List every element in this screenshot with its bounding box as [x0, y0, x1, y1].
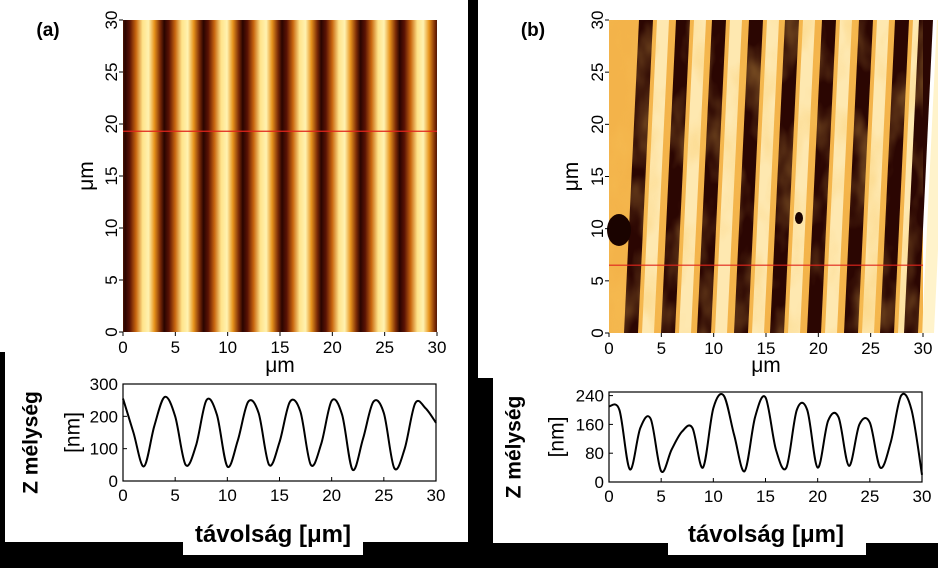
map-y-tick-label: 20 [102, 115, 121, 134]
map-x-tick-label: 10 [704, 339, 723, 358]
map-y-tick-label: 10 [102, 219, 121, 238]
profile-x-tick-label: 0 [604, 487, 613, 506]
profile-y-tick-label: 240 [576, 387, 604, 406]
map-y-tick-label: 5 [102, 275, 121, 284]
map-y-tick-label: 30 [102, 11, 121, 30]
profile-x-tick-label: 30 [427, 486, 446, 505]
profile-x-tick-label: 15 [270, 486, 289, 505]
profile-y-label: Z mélység [19, 391, 42, 494]
map-y-unit: μm [560, 162, 583, 192]
map-x-tick-label: 30 [428, 338, 447, 357]
map-x-tick-label: 20 [323, 338, 342, 357]
profile-line [608, 392, 923, 475]
map-x-tick-label: 25 [375, 338, 394, 357]
profile-x-tick-label: 20 [322, 486, 341, 505]
map-y-tick-label: 25 [102, 63, 121, 82]
profile-y-tick-label: 0 [595, 473, 604, 492]
map-x-tick-label: 15 [271, 338, 290, 357]
profile-x-tick-label: 0 [118, 486, 127, 505]
map-y-tick-label: 15 [588, 167, 607, 186]
profile-y-unit: [nm] [61, 412, 84, 453]
map-x-tick-label: 30 [914, 339, 933, 358]
map-y-tick-label: 5 [588, 276, 607, 285]
profile-x-tick-label: 5 [170, 486, 179, 505]
map-x-tick-label: 0 [604, 339, 613, 358]
map-x-tick-label: 0 [118, 338, 127, 357]
profile-y-label: Z mélység [502, 396, 525, 499]
afm-height-map [607, 20, 938, 333]
profile-x-tick-label: 15 [756, 487, 775, 506]
defect [795, 212, 803, 224]
profile-y-tick-label: 80 [585, 444, 604, 463]
map-x-tick-label: 10 [218, 338, 237, 357]
map-x-tick-label: 25 [861, 339, 880, 358]
profile-y-tick-label: 100 [90, 440, 118, 459]
profile-line [122, 395, 437, 471]
map-y-tick-label: 10 [588, 219, 607, 238]
profile-x-tick-label: 10 [704, 487, 723, 506]
panel-label: (a) [36, 20, 59, 41]
panel-a: (a)0 5 10 15 20 25 30μm051015202530μm010020030… [19, 11, 446, 548]
panel-b: (b) 0 5 10 15 20 25 30 μm 0 5 10 15 20 25 30 μm 0 80 160 240… [502, 11, 938, 548]
profile-x-tick-label: 20 [808, 487, 827, 506]
map-y-unit: μm [75, 161, 98, 191]
map-x-unit: μm [751, 354, 781, 377]
map-y-tick-label: 30 [588, 11, 607, 30]
profile-frame [608, 391, 923, 483]
bright-stripe [922, 20, 938, 333]
profile-x-tick-label: 30 [913, 487, 932, 506]
profile-y-tick-label: 300 [90, 375, 118, 394]
profile-x-tick-label: 10 [218, 486, 237, 505]
profile-x-label: távolság [μm] [195, 521, 351, 548]
profile-y-tick-label: 160 [576, 415, 604, 434]
panel-label: (b) [521, 20, 545, 41]
map-x-tick-label: 15 [757, 339, 776, 358]
texture [609, 20, 923, 333]
map-y-tick-label: 0 [588, 328, 607, 337]
profile-frame [122, 383, 437, 482]
map-y-tick-label: 25 [588, 63, 607, 82]
map-x-tick-label: 5 [657, 339, 666, 358]
map-x-tick-label: 5 [171, 338, 180, 357]
profile-y-unit: [nm] [545, 417, 568, 458]
panel-b-xlabel-bg [668, 515, 866, 555]
stripe-pattern [123, 20, 437, 332]
profile-x-tick-label: 25 [374, 486, 393, 505]
panel-a-xlabel-bg [183, 515, 363, 555]
profile-y-tick-label: 0 [109, 472, 118, 491]
afm-height-map [123, 20, 437, 332]
profile-x-tick-label: 5 [656, 487, 665, 506]
map-x-tick-label: 20 [809, 339, 828, 358]
map-y-tick-label: 15 [102, 167, 121, 186]
map-x-unit: μm [265, 354, 295, 377]
defect [607, 214, 631, 246]
map-y-tick-label: 20 [588, 115, 607, 134]
map-y-tick-label: 0 [102, 327, 121, 336]
profile-x-tick-label: 25 [860, 487, 879, 506]
profile-x-label: távolság [μm] [688, 521, 844, 548]
profile-y-tick-label: 200 [90, 407, 118, 426]
